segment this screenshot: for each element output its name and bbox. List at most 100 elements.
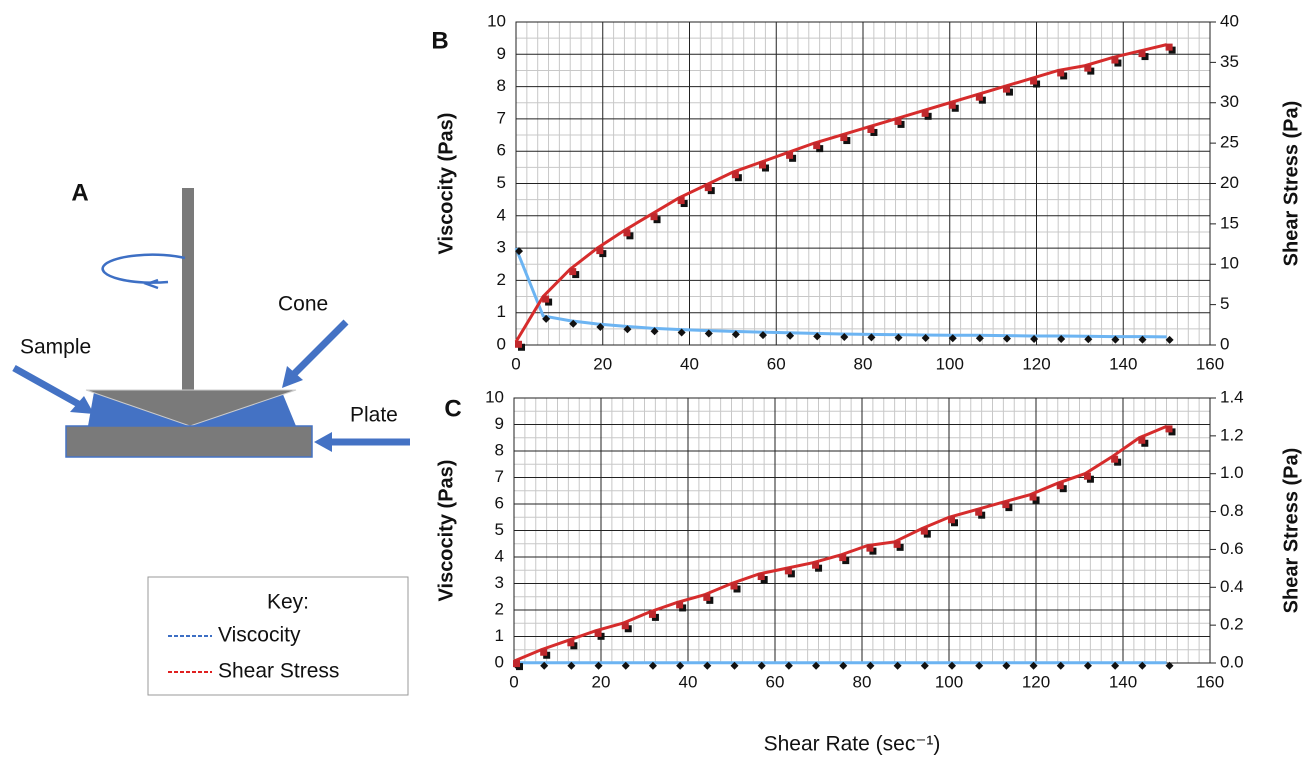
y2-tick-label: 0.6 (1220, 539, 1244, 558)
marker (1165, 335, 1174, 344)
marker (704, 329, 713, 338)
marker (650, 213, 658, 221)
y-tick-label: 4 (495, 546, 504, 565)
legend-label: Shear Stress (218, 660, 339, 683)
rotation-head (143, 278, 159, 290)
marker (648, 610, 656, 618)
y-tick-label: 6 (495, 493, 504, 512)
y-tick-label: 0 (497, 334, 506, 353)
y-tick-label: 8 (495, 440, 504, 459)
y2-axis-label: Shear Stress (Pa) (1280, 101, 1302, 267)
marker (569, 319, 578, 328)
marker (1111, 335, 1120, 344)
marker (567, 639, 575, 647)
marker (1111, 455, 1119, 463)
marker (1002, 661, 1011, 670)
marker (784, 661, 793, 670)
marker (757, 661, 766, 670)
y-tick-label: 10 (485, 387, 504, 406)
y2-tick-label: 1.4 (1220, 387, 1244, 406)
marker (1029, 493, 1037, 501)
sample-label: Sample (20, 336, 91, 359)
y-tick-label: 2 (497, 270, 506, 289)
marker (1056, 482, 1064, 490)
marker (786, 151, 794, 159)
marker (1165, 425, 1173, 433)
marker (676, 661, 685, 670)
marker (813, 332, 822, 341)
marker (975, 661, 984, 670)
marker (920, 661, 929, 670)
y-tick-label: 1 (495, 626, 504, 645)
y-tick-label: 7 (495, 467, 504, 486)
y2-tick-label: 10 (1220, 254, 1239, 273)
y-tick-label: 8 (497, 76, 506, 95)
marker (540, 661, 549, 670)
marker (975, 508, 983, 516)
legend-label: Viscocity (218, 624, 301, 647)
marker (948, 661, 956, 670)
cone-label: Cone (278, 293, 328, 316)
y2-tick-label: 0.4 (1220, 577, 1244, 596)
y-tick-label: 3 (497, 238, 506, 257)
y-tick-label: 0 (495, 652, 504, 671)
panel-label: A (71, 179, 88, 206)
marker (920, 527, 928, 535)
arrow-head (282, 366, 303, 388)
marker (813, 142, 821, 150)
y2-tick-label: 0 (1220, 334, 1229, 353)
marker (1083, 661, 1092, 670)
rotation-arrow (101, 253, 186, 284)
marker (596, 323, 605, 332)
marker (948, 334, 957, 343)
marker (623, 325, 632, 334)
marker (650, 327, 659, 336)
marker (921, 333, 930, 342)
y2-tick-label: 0.8 (1220, 501, 1244, 520)
marker (1056, 661, 1065, 670)
marker (1165, 661, 1174, 670)
y-tick-label: 9 (495, 414, 504, 433)
marker (866, 661, 875, 670)
x-tick-label: 40 (680, 354, 699, 373)
x-tick-label: 0 (511, 354, 520, 373)
y-tick-label: 5 (497, 173, 506, 192)
marker (757, 573, 765, 581)
marker (1002, 501, 1010, 509)
marker (1084, 335, 1093, 344)
shaft (182, 188, 194, 390)
marker (567, 661, 576, 670)
marker (648, 661, 657, 670)
marker (1002, 334, 1011, 343)
marker (1030, 334, 1039, 343)
x-tick-label: 20 (593, 354, 612, 373)
marker (540, 648, 548, 656)
marker (784, 567, 792, 575)
x-tick-label: 80 (853, 672, 872, 691)
y2-tick-label: 20 (1220, 173, 1239, 192)
y2-tick-label: 40 (1220, 11, 1239, 30)
y-tick-label: 6 (497, 141, 506, 160)
marker (839, 661, 848, 670)
marker (812, 561, 820, 569)
marker (569, 268, 577, 276)
y2-tick-label: 0.0 (1220, 652, 1244, 671)
marker (758, 331, 767, 340)
marker (786, 331, 795, 340)
marker (1138, 436, 1146, 444)
cone (85, 389, 297, 427)
marker (921, 109, 929, 117)
series-line (514, 247, 1167, 339)
marker (542, 295, 550, 303)
y-tick-label: 7 (497, 108, 506, 127)
marker (1083, 472, 1091, 480)
marker (1165, 43, 1173, 51)
marker (893, 661, 902, 670)
marker (1111, 56, 1119, 64)
x-tick-label: 100 (935, 672, 963, 691)
y-tick-label: 1 (497, 302, 506, 321)
marker (731, 171, 739, 179)
marker (894, 333, 903, 342)
x-tick-label: 100 (936, 354, 964, 373)
arrow (289, 319, 349, 379)
